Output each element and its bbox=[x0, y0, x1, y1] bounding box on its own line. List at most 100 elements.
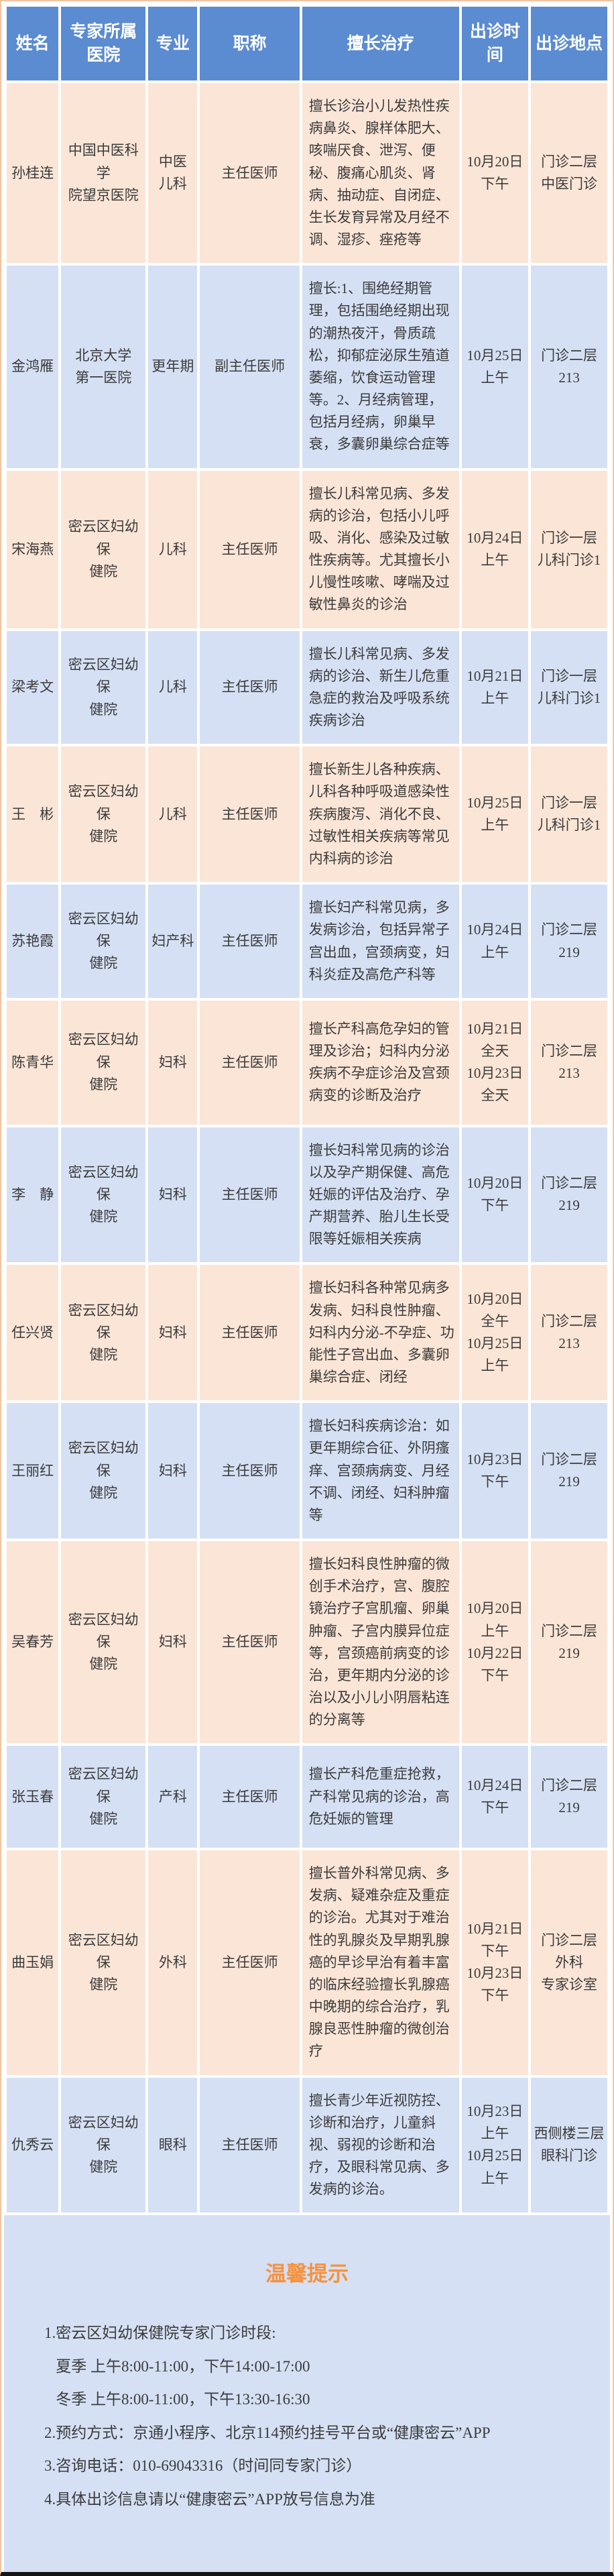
cell-hospital: 密云区妇幼保 健院 bbox=[61, 1850, 146, 2075]
tips-notes: 1.密云区妇幼保健院专家门诊时段: 夏季 上午8:00-11:00，下午14:0… bbox=[44, 2325, 491, 2508]
cell-specialty: 更年期 bbox=[148, 266, 198, 468]
cell-specialty: 妇科 bbox=[148, 1127, 198, 1263]
cell-schedule-time: 10月23日 上午 10月25日 上午 bbox=[461, 2077, 529, 2213]
column-header-time: 出诊时间 bbox=[461, 7, 529, 80]
cell-location: 门诊二层 外科 专家诊室 bbox=[531, 1850, 607, 2075]
cell-doctor-name: 王 彬 bbox=[7, 746, 59, 883]
column-header-name: 姓名 bbox=[7, 7, 59, 80]
cell-doctor-name: 孙桂连 bbox=[7, 83, 59, 264]
cell-doctor-title: 主任医师 bbox=[200, 1541, 300, 1744]
cell-specialty: 中医 儿科 bbox=[148, 83, 198, 264]
cell-doctor-title: 主任医师 bbox=[200, 2077, 300, 2213]
cell-doctor-title: 主任医师 bbox=[200, 1746, 300, 1848]
cell-hospital: 密云区妇幼保 健院 bbox=[61, 885, 146, 998]
cell-expertise: 擅长儿科常见病、多发病的诊治，包括小儿呼吸、消化、感染及过敏性疾病等。尤其擅长小… bbox=[302, 470, 459, 628]
cell-location: 门诊一层 儿科门诊1 bbox=[531, 630, 607, 744]
cell-location: 门诊二层 213 bbox=[531, 266, 607, 468]
cell-location: 门诊一层 儿科门诊1 bbox=[531, 746, 607, 883]
cell-expertise: 擅长妇科各种常见病多发病、妇科良性肿瘤、妇科内分泌-不孕症、功能性子宫出血、多囊… bbox=[302, 1265, 459, 1401]
cell-schedule-time: 10月20日 上午 10月22日 下午 bbox=[461, 1541, 529, 1744]
cell-schedule-time: 10月24日 上午 bbox=[461, 470, 529, 628]
cell-specialty: 儿科 bbox=[148, 746, 198, 883]
cell-expertise: 擅长新生儿各种疾病、儿科各种呼吸道感染性疾病腹泻、消化不良、过敏性相关疾病等常见… bbox=[302, 746, 459, 883]
cell-schedule-time: 10月23日 下午 bbox=[461, 1403, 529, 1539]
cell-hospital: 中国中医科学 院望京医院 bbox=[61, 83, 146, 264]
cell-schedule-time: 10月25日 上午 bbox=[461, 266, 529, 468]
table-row: 孙桂连 中国中医科学 院望京医院 中医 儿科 主任医师 擅长诊治小儿发热性疾病鼻… bbox=[7, 83, 607, 264]
column-header-location: 出诊地点 bbox=[531, 7, 607, 80]
column-header-expertise: 擅长治疗 bbox=[302, 7, 459, 80]
cell-expertise: 擅长妇科常见病的诊治以及孕产期保健、高危妊娠的评估及治疗、孕产期营养、胎儿生长受… bbox=[302, 1127, 459, 1263]
cell-hospital: 密云区妇幼保 健院 bbox=[61, 746, 146, 883]
cell-hospital: 密云区妇幼保 健院 bbox=[61, 2077, 146, 2213]
cell-hospital: 密云区妇幼保 健院 bbox=[61, 630, 146, 744]
cell-specialty: 妇科 bbox=[148, 1265, 198, 1401]
cell-hospital: 北京大学 第一医院 bbox=[61, 266, 146, 468]
cell-doctor-title: 主任医师 bbox=[200, 746, 300, 883]
table-row: 仇秀云 密云区妇幼保 健院 眼科 主任医师 擅长青少年近视防控、诊断和治疗，儿童… bbox=[7, 2077, 607, 2213]
table-row: 李 静 密云区妇幼保 健院 妇科 主任医师 擅长妇科常见病的诊治以及孕产期保健、… bbox=[7, 1127, 607, 1263]
cell-doctor-title: 主任医师 bbox=[200, 1127, 300, 1263]
table-row: 苏艳霞 密云区妇幼保 健院 妇产科 主任医师 擅长妇产科常见病，多发病诊治，包括… bbox=[7, 885, 607, 998]
cell-hospital: 密云区妇幼保 健院 bbox=[61, 1000, 146, 1125]
cell-schedule-time: 10月20日 下午 bbox=[461, 83, 529, 264]
cell-doctor-name: 任兴贤 bbox=[7, 1265, 59, 1401]
column-header-specialty: 专业 bbox=[148, 7, 198, 80]
cell-location: 门诊二层 219 bbox=[531, 1127, 607, 1263]
cell-expertise: 擅长妇科良性肿瘤的微创手术治疗，宫、腹腔镜治疗子宫肌瘤、卵巢肿瘤、子宫内膜异位症… bbox=[302, 1541, 459, 1744]
cell-specialty: 妇科 bbox=[148, 1000, 198, 1125]
table-row: 金鸿雁 北京大学 第一医院 更年期 副主任医师 擅长:1、围绝经期管理，包括围绝… bbox=[7, 266, 607, 468]
table-row: 曲玉娟 密云区妇幼保 健院 外科 主任医师 擅长普外科常见病、多发病、疑难杂症及… bbox=[7, 1850, 607, 2075]
cell-expertise: 擅长青少年近视防控、诊断和治疗，儿童斜视、弱视的诊断和治疗，及眼科常见病、多发病… bbox=[302, 2077, 459, 2213]
cell-doctor-name: 王丽红 bbox=[7, 1403, 59, 1539]
schedule-table: 姓名 专家所属医院 专业 职称 擅长治疗 出诊时间 出诊地点 孙桂连 中国中医科… bbox=[4, 4, 610, 2215]
cell-hospital: 密云区妇幼保 健院 bbox=[61, 1403, 146, 1539]
cell-location: 门诊二层 219 bbox=[531, 1746, 607, 1848]
cell-schedule-time: 10月24日 下午 bbox=[461, 1746, 529, 1848]
cell-location: 门诊二层 213 bbox=[531, 1265, 607, 1401]
table-row: 张玉春 密云区妇幼保 健院 产科 主任医师 擅长产科危重症抢救，产科常见病的诊治… bbox=[7, 1746, 607, 1848]
cell-hospital: 密云区妇幼保 健院 bbox=[61, 1127, 146, 1263]
cell-doctor-title: 主任医师 bbox=[200, 885, 300, 998]
cell-doctor-name: 曲玉娟 bbox=[7, 1850, 59, 2075]
cell-doctor-name: 陈青华 bbox=[7, 1000, 59, 1125]
table-row: 梁考文 密云区妇幼保 健院 儿科 主任医师 擅长儿科常见病、多发病的诊治、新生儿… bbox=[7, 630, 607, 744]
cell-hospital: 密云区妇幼保 健院 bbox=[61, 470, 146, 628]
cell-specialty: 产科 bbox=[148, 1746, 198, 1848]
cell-expertise: 擅长:1、围绝经期管理，包括围绝经期出现的潮热夜汗，骨质疏松，抑郁症泌尿生殖道萎… bbox=[302, 266, 459, 468]
cell-location: 门诊一层 儿科门诊1 bbox=[531, 470, 607, 628]
table-row: 吴春芳 密云区妇幼保 健院 妇科 主任医师 擅长妇科良性肿瘤的微创手术治疗，宫、… bbox=[7, 1541, 607, 1744]
cell-schedule-time: 10月21日 下午 10月23日 下午 bbox=[461, 1850, 529, 2075]
cell-hospital: 密云区妇幼保 健院 bbox=[61, 1541, 146, 1744]
cell-doctor-title: 主任医师 bbox=[200, 1000, 300, 1125]
cell-schedule-time: 10月20日 下午 bbox=[461, 1127, 529, 1263]
cell-schedule-time: 10月25日上午 bbox=[461, 746, 529, 883]
cell-location: 门诊二层 213 bbox=[531, 1000, 607, 1125]
table-row: 王 彬 密云区妇幼保 健院 儿科 主任医师 擅长新生儿各种疾病、儿科各种呼吸道感… bbox=[7, 746, 607, 883]
cell-doctor-name: 梁考文 bbox=[7, 630, 59, 744]
cell-location: 门诊二层 219 bbox=[531, 1541, 607, 1744]
cell-doctor-name: 苏艳霞 bbox=[7, 885, 59, 998]
cell-specialty: 妇产科 bbox=[148, 885, 198, 998]
cell-expertise: 擅长产科危重症抢救，产科常见病的诊治，高危妊娠的管理 bbox=[302, 1746, 459, 1848]
cell-schedule-time: 10月20日 全午 10月25日 上午 bbox=[461, 1265, 529, 1401]
cell-doctor-title: 主任医师 bbox=[200, 1850, 300, 2075]
cell-doctor-title: 主任医师 bbox=[200, 1265, 300, 1401]
cell-doctor-name: 仇秀云 bbox=[7, 2077, 59, 2213]
cell-doctor-title: 主任医师 bbox=[200, 470, 300, 628]
table-row: 任兴贤 密云区妇幼保 健院 妇科 主任医师 擅长妇科各种常见病多发病、妇科良性肿… bbox=[7, 1265, 607, 1401]
cell-schedule-time: 10月21日 全天 10月23日 全天 bbox=[461, 1000, 529, 1125]
cell-schedule-time: 10月21日 上午 bbox=[461, 630, 529, 744]
cell-expertise: 擅长普外科常见病、多发病、疑难杂症及重症的诊治。尤其对于难治性的乳腺炎及早期乳腺… bbox=[302, 1850, 459, 2075]
cell-doctor-name: 李 静 bbox=[7, 1127, 59, 1263]
cell-expertise: 擅长妇科疾病诊治：如更年期综合征、外阴瘙痒、宫颈病病变、月经不调、闭经、妇科肿瘤… bbox=[302, 1403, 459, 1539]
cell-specialty: 儿科 bbox=[148, 470, 198, 628]
cell-specialty: 眼科 bbox=[148, 2077, 198, 2213]
tips-panel: 温馨提示 1.密云区妇幼保健院专家门诊时段: 夏季 上午8:00-11:00，下… bbox=[4, 2215, 610, 2573]
cell-location: 门诊二层 中医门诊 bbox=[531, 83, 607, 264]
table-row: 王丽红 密云区妇幼保 健院 妇科 主任医师 擅长妇科疾病诊治：如更年期综合征、外… bbox=[7, 1403, 607, 1539]
cell-doctor-title: 副主任医师 bbox=[200, 266, 300, 468]
column-header-title: 职称 bbox=[200, 7, 300, 80]
cell-specialty: 妇科 bbox=[148, 1403, 198, 1539]
